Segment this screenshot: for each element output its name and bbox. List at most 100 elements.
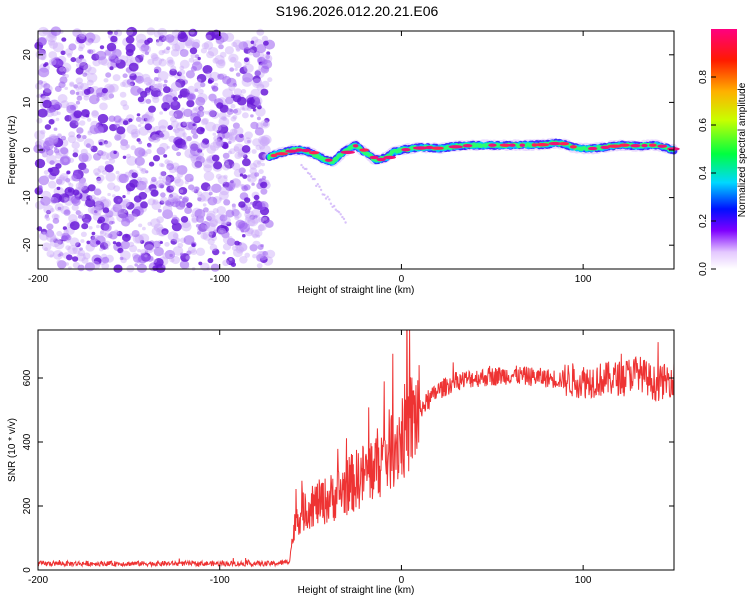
snr-frame: [37, 329, 675, 571]
y-tick-label: 400: [22, 433, 33, 450]
noise-blob: [218, 44, 224, 50]
noise-blob: [192, 133, 199, 139]
noise-blob: [120, 100, 128, 107]
noise-blob: [239, 222, 251, 233]
noise-blob: [103, 78, 109, 83]
noise-blob: [201, 42, 210, 50]
noise-blob: [115, 170, 120, 175]
colorbar-tick-label: 0.8: [698, 70, 709, 84]
noise-blob: [129, 244, 138, 253]
noise-blob: [134, 263, 138, 267]
noise-blob: [152, 265, 159, 271]
noise-blob: [104, 141, 112, 148]
noise-blob: [104, 160, 110, 166]
noise-blob: [215, 173, 222, 180]
noise-blob: [68, 214, 78, 223]
noise-blob: [73, 84, 79, 89]
noise-blob: [229, 148, 236, 155]
trail-dot: [305, 167, 308, 171]
noise-blob: [233, 88, 243, 96]
noise-blob: [181, 107, 185, 111]
noise-blob: [224, 32, 235, 42]
noise-blob: [235, 133, 245, 143]
noise-blob: [216, 139, 224, 147]
noise-blob: [90, 120, 99, 129]
noise-blob: [78, 180, 85, 186]
noise-blob: [197, 214, 205, 221]
noise-blob: [64, 86, 68, 90]
noise-blob: [66, 170, 71, 175]
noise-blob: [174, 165, 183, 173]
noise-blob: [240, 106, 245, 110]
noise-blob: [94, 187, 101, 194]
noise-blob: [70, 57, 77, 63]
noise-blob: [46, 232, 57, 243]
noise-blob: [75, 100, 81, 105]
noise-blob: [239, 173, 244, 177]
noise-blob: [238, 201, 246, 208]
noise-blob: [232, 122, 240, 129]
trail-dot: [318, 185, 321, 188]
noise-blob: [48, 119, 55, 125]
noise-blob: [202, 65, 213, 74]
noise-blob: [260, 88, 269, 96]
noise-blob: [89, 194, 96, 201]
noise-blob: [261, 137, 271, 146]
noise-blob: [123, 209, 128, 213]
noise-blob: [235, 44, 242, 51]
noise-blob: [152, 199, 156, 203]
noise-blob: [193, 107, 198, 111]
noise-blob: [69, 81, 75, 87]
noise-blob: [131, 131, 135, 135]
noise-blob: [96, 176, 102, 182]
noise-blob: [232, 115, 238, 120]
noise-blob: [188, 184, 195, 191]
noise-blob: [163, 79, 168, 84]
noise-blob: [42, 231, 47, 236]
noise-blob: [186, 93, 194, 101]
noise-blob: [138, 223, 143, 228]
noise-blob: [249, 163, 258, 170]
noise-blob: [106, 85, 116, 94]
trail-dot: [323, 193, 326, 196]
trail-dot: [341, 215, 344, 219]
noise-blob: [240, 152, 246, 158]
noise-blob: [140, 201, 148, 209]
noise-blob: [232, 108, 239, 114]
noise-blob: [196, 126, 205, 135]
noise-blob: [108, 158, 116, 164]
x-tick-label: -200: [28, 575, 48, 586]
noise-blob: [229, 67, 235, 72]
noise-blob: [62, 226, 67, 231]
noise-blob: [138, 140, 143, 145]
noise-blob: [122, 73, 128, 78]
noise-blob: [164, 200, 171, 207]
noise-blob: [260, 181, 268, 189]
noise-blob: [250, 40, 255, 45]
noise-blob: [207, 186, 214, 192]
noise-blob: [213, 135, 220, 142]
noise-blob: [258, 169, 264, 175]
noise-blob: [185, 40, 195, 49]
noise-blob: [58, 175, 65, 181]
noise-blob: [203, 171, 215, 182]
noise-blob: [125, 49, 134, 57]
noise-blob: [230, 56, 237, 63]
noise-blob: [77, 58, 87, 66]
noise-blob: [200, 221, 211, 230]
noise-blob: [91, 109, 99, 117]
noise-blob: [77, 214, 83, 219]
noise-blob: [34, 158, 46, 169]
noise-blobs: [33, 26, 276, 273]
noise-blob: [66, 254, 73, 261]
noise-blob: [95, 50, 107, 61]
noise-blob: [94, 172, 99, 177]
noise-blob: [225, 134, 233, 141]
noise-blob: [209, 244, 218, 251]
noise-blob: [235, 72, 241, 77]
noise-blob: [214, 34, 222, 41]
noise-blob: [43, 84, 53, 93]
noise-blob: [91, 231, 96, 236]
noise-blob: [83, 95, 90, 101]
noise-blob: [99, 247, 104, 252]
